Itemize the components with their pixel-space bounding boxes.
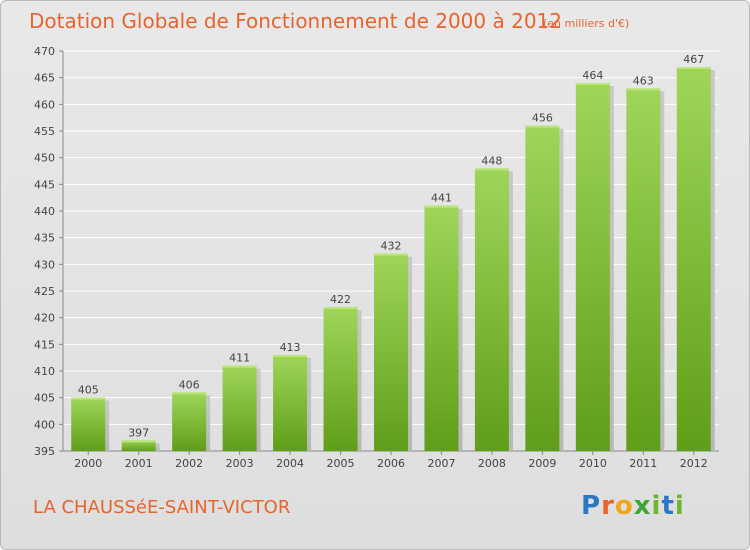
bar-2004 (273, 355, 308, 451)
x-tick-label: 2000 (74, 457, 102, 470)
x-tick-label: 2012 (680, 457, 708, 470)
bar-highlight (525, 125, 560, 128)
x-tick-label: 2003 (226, 457, 254, 470)
y-tick-label: 415 (34, 338, 55, 351)
bar-2008 (474, 168, 509, 452)
x-tick-label: 2002 (175, 457, 203, 470)
x-tick-label: 2007 (427, 457, 455, 470)
data-label: 441 (431, 192, 452, 205)
bar-highlight (222, 365, 257, 368)
proxiti-logo: Proxiti (581, 491, 685, 521)
chart-unit-note: (en milliers d'€) (543, 17, 630, 30)
bar-highlight (676, 67, 711, 69)
x-tick-label: 2009 (528, 457, 556, 470)
bar-2009 (525, 125, 560, 452)
data-label: 405 (78, 384, 99, 397)
y-tick-label: 405 (34, 392, 55, 405)
bar-2003 (222, 365, 257, 451)
data-label: 432 (381, 240, 402, 253)
y-tick-label: 410 (34, 365, 55, 378)
data-label: 456 (532, 112, 553, 125)
y-tick-label: 440 (34, 205, 55, 218)
bar-2011 (626, 88, 661, 451)
y-tick-label: 435 (34, 232, 55, 245)
data-label: 397 (128, 426, 149, 439)
y-tick-label: 455 (34, 125, 55, 138)
bar-highlight (71, 397, 106, 400)
axes: 395 400 405 410 415 420 425 430 435 440 445 450 455 4… (34, 45, 719, 470)
bar-2010 (575, 83, 610, 451)
bar-2000 (71, 397, 106, 451)
data-label: 411 (229, 352, 250, 365)
y-tick-label: 445 (34, 178, 55, 191)
bar-highlight (575, 83, 610, 85)
x-tick-label: 2001 (125, 457, 153, 470)
data-label: 464 (582, 69, 603, 82)
data-label: 413 (280, 341, 301, 354)
data-label: 463 (633, 74, 654, 87)
x-tick-label: 2006 (377, 457, 405, 470)
data-label: 448 (481, 154, 502, 167)
bar-highlight (172, 392, 207, 395)
y-tick-label: 460 (34, 98, 55, 111)
y-tick-label: 465 (34, 72, 55, 85)
y-tick-label: 425 (34, 285, 55, 298)
bar-2002 (172, 392, 207, 451)
data-labels: 405 397 406 411 413 422 432 441 448 456 464 463 467 (78, 53, 705, 439)
bar-2006 (374, 253, 408, 451)
bar-2007 (424, 205, 459, 451)
bar-highlight (323, 307, 358, 309)
x-tick-label: 2010 (579, 457, 607, 470)
bars (71, 67, 715, 452)
bar-highlight (424, 205, 459, 208)
y-tick-label: 420 (34, 312, 55, 325)
data-label: 406 (179, 378, 200, 391)
y-tick-label: 430 (34, 258, 55, 271)
bar-highlight (273, 355, 308, 357)
data-label: 422 (330, 293, 351, 306)
y-tick-label: 450 (34, 152, 55, 165)
y-tick-label: 400 (34, 418, 55, 431)
bar-highlight (121, 440, 156, 443)
y-tick-label: 395 (34, 445, 55, 458)
bar-highlight (474, 168, 509, 171)
x-tick-label: 2008 (478, 457, 506, 470)
y-tick-label: 470 (34, 45, 55, 58)
commune-name: LA CHAUSSéE-SAINT-VICTOR (33, 497, 291, 518)
x-tick-label: 2004 (276, 457, 304, 470)
bar-2001 (121, 440, 156, 451)
data-label: 467 (683, 53, 704, 66)
x-tick-label: 2005 (327, 457, 355, 470)
bar-highlight (626, 88, 661, 91)
chart-title: Dotation Globale de Fonctionnement de 20… (29, 9, 562, 33)
bar-highlight (374, 253, 408, 256)
bar-2012 (676, 67, 711, 451)
bar-2005 (323, 307, 358, 451)
x-tick-label: 2011 (629, 457, 657, 470)
